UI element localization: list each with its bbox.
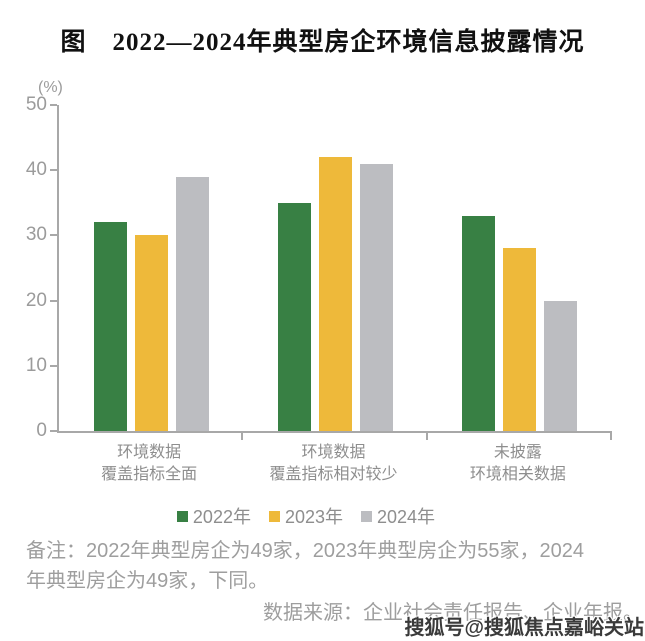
bar-2024年 (175, 176, 209, 431)
y-axis-tick-label: 20 (25, 289, 47, 311)
chart-title: 图 2022—2024年典型房企环境信息披露情况 (60, 29, 585, 56)
x-axis-category-line: 环境数据 (117, 444, 182, 461)
plot-area: 0 10 20 30 40 50 (26, 94, 612, 441)
bar-2022年 (93, 222, 127, 431)
x-axis-tick (241, 432, 244, 440)
x-axis-category-line: 未披露 (493, 444, 542, 461)
legend: 2022年 2023年 2024年 (0, 503, 612, 529)
y-axis-tick (50, 299, 57, 302)
y-axis-tick (50, 169, 57, 172)
bar-group (428, 105, 612, 431)
legend-label: 2022年 (192, 507, 251, 527)
legend-swatch (361, 510, 373, 522)
watermark: 搜狐号@搜狐焦点嘉峪关站 (404, 617, 644, 639)
legend-label: 2024年 (377, 507, 436, 527)
bar-2024年 (359, 163, 393, 431)
note-line-1: 备注：2022年典型房企为49家，2023年典型房企为55家，2024 (26, 540, 584, 562)
x-axis-tick (610, 432, 612, 440)
y-axis-tick (50, 104, 57, 106)
y-axis-tick-label: 0 (36, 420, 47, 441)
bar-2023年 (503, 248, 537, 431)
x-axis-category-line: 环境数据 (301, 444, 366, 461)
x-axis-category-row: 环境数据 覆盖指标全面 环境数据 覆盖指标相对较少 未披露 环境相关数据 (57, 442, 610, 486)
y-axis-tick (50, 234, 57, 237)
bar-2022年 (277, 202, 311, 431)
x-axis-category-label: 未披露 环境相关数据 (426, 442, 610, 486)
legend-item: 2023年 (268, 503, 344, 529)
x-axis-category-label: 环境数据覆盖指标全面 (57, 442, 241, 486)
y-axis-tick-label: 10 (25, 354, 47, 376)
bar-group (243, 105, 427, 431)
legend-swatch (176, 510, 188, 522)
legend-swatch (268, 510, 280, 522)
x-axis-category-line: 覆盖指标全面 (101, 466, 198, 483)
y-axis-unit-label: (%) (38, 79, 63, 96)
x-axis-category-label: 环境数据覆盖指标相对较少 (241, 442, 425, 486)
bar-2024年 (544, 300, 578, 431)
x-axis-category-line: 环境相关数据 (469, 466, 566, 483)
y-axis-tick (50, 430, 57, 432)
bar-2023年 (134, 235, 168, 431)
y-axis-tick (50, 364, 57, 367)
legend-item: 2022年 (176, 503, 251, 529)
bar-2023年 (318, 157, 352, 431)
x-axis-category-line: 覆盖指标相对较少 (269, 466, 398, 483)
legend-label: 2023年 (284, 507, 344, 527)
bar-group (59, 105, 243, 431)
bar-groups (59, 105, 612, 431)
legend-item: 2024年 (361, 503, 435, 529)
y-axis-tick-label: 40 (25, 159, 47, 181)
bar-2022年 (462, 215, 496, 431)
y-axis-tick-label: 30 (25, 224, 47, 246)
y-axis-tick-label: 50 (25, 94, 47, 115)
note-text: 备注：2022年典型房企为49家，2023年典型房企为55家，2024 年典型房… (26, 536, 626, 596)
note-line-2: 年典型房企为49家，下同。 (26, 570, 269, 592)
data-source: 数据来源：企业社会责任报告、企业年报。 (263, 602, 643, 624)
x-axis-tick (425, 432, 428, 440)
